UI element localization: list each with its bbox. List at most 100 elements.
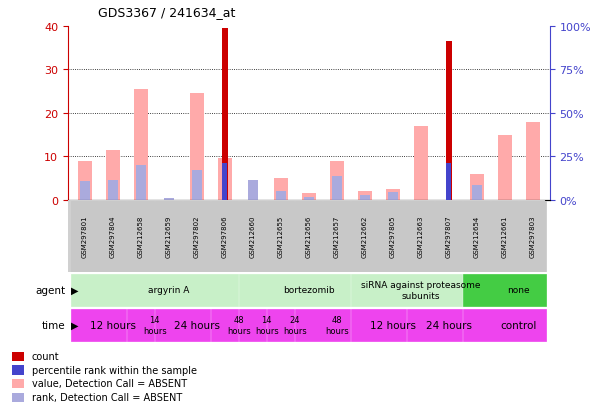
Text: agent: agent — [35, 285, 65, 295]
Text: 24 hours: 24 hours — [174, 320, 220, 330]
Text: GSM212661: GSM212661 — [502, 215, 508, 258]
Bar — [352, 274, 462, 306]
Bar — [72, 309, 126, 341]
Text: ▶: ▶ — [71, 320, 79, 330]
Text: value, Detection Call = ABSENT: value, Detection Call = ABSENT — [32, 378, 187, 389]
Text: GSM212655: GSM212655 — [278, 215, 284, 258]
Bar — [192, 171, 202, 200]
Text: GSM212654: GSM212654 — [474, 215, 480, 258]
Bar — [127, 201, 154, 272]
Bar — [12, 393, 24, 402]
Bar — [304, 198, 314, 200]
Bar — [330, 161, 344, 200]
Bar — [463, 309, 546, 341]
Bar — [239, 201, 266, 272]
Bar — [106, 150, 120, 200]
Bar — [99, 201, 126, 272]
Text: GSM297806: GSM297806 — [222, 215, 228, 258]
Bar — [386, 190, 400, 200]
Bar — [239, 309, 266, 341]
Text: 24 hours: 24 hours — [426, 320, 472, 330]
Bar — [164, 199, 174, 200]
Text: GSM297805: GSM297805 — [390, 215, 396, 258]
Bar — [155, 201, 182, 272]
Bar — [436, 201, 462, 272]
Bar — [360, 195, 370, 200]
Text: 48
hours: 48 hours — [325, 316, 349, 335]
Bar — [491, 201, 518, 272]
Bar — [414, 126, 428, 200]
Text: ▶: ▶ — [71, 285, 79, 295]
Bar — [134, 90, 148, 200]
Text: bortezomib: bortezomib — [283, 286, 335, 294]
Text: GSM212658: GSM212658 — [138, 215, 144, 258]
Bar — [239, 274, 350, 306]
Bar — [302, 194, 316, 200]
Text: GSM212660: GSM212660 — [250, 215, 256, 258]
Bar — [276, 192, 285, 200]
Bar — [72, 201, 98, 272]
Bar — [248, 180, 258, 200]
Bar — [222, 29, 228, 200]
Text: count: count — [32, 351, 60, 361]
Bar — [222, 164, 228, 200]
Bar — [183, 201, 210, 272]
Bar — [526, 122, 540, 200]
Bar — [190, 94, 204, 200]
Text: 12 hours: 12 hours — [90, 320, 136, 330]
Bar — [379, 201, 406, 272]
Bar — [446, 164, 452, 200]
Text: GSM212656: GSM212656 — [306, 215, 312, 258]
Text: GSM212663: GSM212663 — [418, 215, 424, 258]
Bar — [267, 201, 294, 272]
Text: GSM297802: GSM297802 — [194, 215, 200, 258]
Bar — [498, 135, 512, 200]
Bar — [463, 274, 546, 306]
Bar — [212, 201, 238, 272]
Text: siRNA against proteasome
subunits: siRNA against proteasome subunits — [361, 280, 480, 300]
Bar — [407, 309, 462, 341]
Text: GSM297803: GSM297803 — [530, 215, 536, 258]
Bar — [358, 192, 372, 200]
Text: GSM212657: GSM212657 — [334, 215, 340, 258]
Bar — [212, 309, 238, 341]
Text: 14
hours: 14 hours — [255, 316, 279, 335]
Text: control: control — [501, 320, 537, 330]
Bar — [267, 309, 294, 341]
Bar — [218, 159, 232, 200]
Text: GSM297807: GSM297807 — [446, 215, 452, 258]
Bar — [127, 309, 154, 341]
Bar — [472, 185, 482, 200]
Text: argyrin A: argyrin A — [148, 286, 190, 294]
Bar — [12, 352, 24, 361]
Text: percentile rank within the sample: percentile rank within the sample — [32, 365, 197, 375]
Text: GDS3367 / 241634_at: GDS3367 / 241634_at — [98, 6, 235, 19]
Bar — [388, 192, 398, 200]
Bar — [155, 309, 210, 341]
Bar — [463, 201, 491, 272]
Text: 48
hours: 48 hours — [227, 316, 251, 335]
Bar — [296, 201, 322, 272]
Text: 12 hours: 12 hours — [370, 320, 416, 330]
Bar — [352, 201, 378, 272]
Bar — [332, 177, 342, 200]
Bar — [296, 309, 350, 341]
Text: none: none — [508, 286, 530, 294]
Bar — [407, 201, 434, 272]
Bar — [352, 309, 406, 341]
Text: time: time — [41, 320, 65, 330]
Text: 24
hours: 24 hours — [283, 316, 307, 335]
Bar — [80, 181, 90, 200]
Bar — [12, 379, 24, 388]
Text: GSM297804: GSM297804 — [110, 215, 116, 258]
Bar — [446, 42, 452, 200]
Bar — [470, 174, 484, 200]
Bar — [12, 366, 24, 375]
Bar — [136, 166, 145, 200]
Text: GSM212659: GSM212659 — [166, 215, 172, 258]
Bar — [323, 201, 350, 272]
Text: 14
hours: 14 hours — [143, 316, 167, 335]
Bar — [72, 274, 238, 306]
Bar — [519, 201, 546, 272]
Text: GSM212662: GSM212662 — [362, 215, 368, 258]
